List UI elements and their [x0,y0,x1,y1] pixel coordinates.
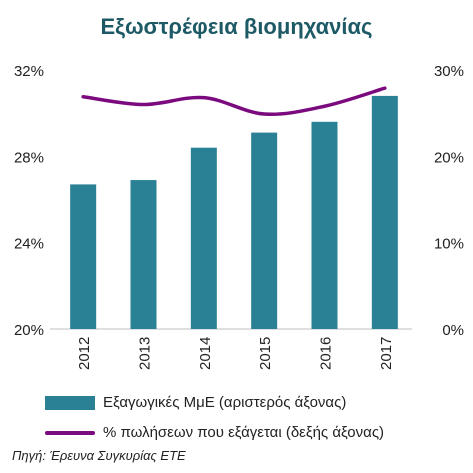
legend-label-bars: Εξαγωγικές ΜμΕ (αριστερός άξονας) [103,394,347,411]
legend-swatch-bar [45,395,95,410]
legend-swatch-line [45,430,95,435]
series-line-export-share [81,86,387,117]
bar-2012 [70,184,97,329]
x-tick-label: 2017 [378,337,395,370]
left-axis-tick-label: 28% [14,149,44,166]
x-tick-label: 2012 [76,337,93,370]
bar-2016 [311,121,338,329]
right-axis-tick-label: 10% [434,236,464,253]
right-axis-tick-label: 20% [434,149,464,166]
left-axis-tick-label: 32% [14,63,44,80]
chart-title: Εξωστρέφεια βιομηχανίας [100,14,373,39]
x-tick-label: 2016 [318,337,335,370]
bar-2013 [130,180,157,329]
right-axis-tick-label: 30% [434,63,464,80]
right-axis-tick-label: 0% [442,322,464,339]
legend-item-line: % πωλήσεων που εξάγεται (δεξής άξονας) [45,424,384,441]
bar-2017 [371,95,398,330]
bar-2014 [190,147,217,329]
source-note: Πηγή: Έρευνα Συγκυρίας ΕΤΕ [12,448,186,463]
left-axis-tick-label: 24% [14,236,44,253]
bar-2015 [251,132,278,329]
left-axis-tick-label: 20% [14,322,44,339]
legend-label-line: % πωλήσεων που εξάγεται (δεξής άξονας) [103,424,385,441]
x-tick-label: 2014 [197,337,214,370]
x-tick-label: 2013 [137,337,154,370]
legend-item-bars: Εξαγωγικές ΜμΕ (αριστερός άξονας) [45,394,346,411]
x-tick-label: 2015 [257,337,274,370]
